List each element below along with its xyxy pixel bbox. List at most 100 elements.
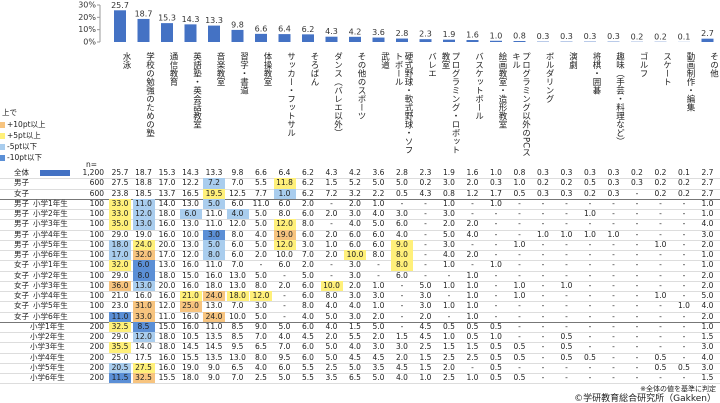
table-cell: 19.0 bbox=[273, 229, 296, 240]
value-label: 6.6 bbox=[255, 24, 268, 33]
table-cell: 20.0 bbox=[158, 239, 176, 249]
table-cell: - bbox=[612, 291, 615, 300]
table-cell: 11.0 bbox=[205, 260, 223, 270]
table-cell: 29.0 bbox=[111, 270, 129, 280]
value-label: 1.0 bbox=[490, 31, 503, 40]
table-cell: - bbox=[494, 291, 498, 300]
row-group: 小学2年生 bbox=[30, 332, 65, 341]
table-cell: 12.0 bbox=[182, 250, 199, 259]
table-cell: 7.0 bbox=[231, 301, 244, 311]
table-cell: 16.0 bbox=[182, 260, 199, 270]
table-cell: - bbox=[565, 311, 568, 321]
row-n: 100 bbox=[89, 209, 104, 218]
table-cell: - bbox=[494, 219, 498, 229]
table-cell: 8.0 bbox=[325, 291, 338, 300]
table-cell: 6.6 bbox=[255, 168, 267, 177]
table-cell: 1.5 bbox=[325, 178, 338, 188]
table-cell: 7.0 bbox=[278, 342, 291, 352]
table-cell: - bbox=[659, 342, 662, 352]
table-cell: 19.0 bbox=[182, 362, 199, 372]
table-cell: - bbox=[612, 362, 615, 372]
table-cell: 16.0 bbox=[182, 321, 199, 331]
table-cell: 2.0 bbox=[278, 280, 291, 290]
table-cell: - bbox=[259, 260, 263, 270]
table-cell: 8.5 bbox=[231, 321, 244, 331]
table-cell: - bbox=[612, 352, 615, 362]
table-cell: 1.0 bbox=[513, 291, 526, 300]
table-cell: 17.0 bbox=[158, 178, 176, 188]
table-cell: 7.0 bbox=[302, 250, 314, 259]
column-header: 通信教育 bbox=[168, 52, 178, 86]
table-cell: 8.0 bbox=[302, 219, 314, 229]
table-cell: 16.0 bbox=[158, 362, 176, 372]
y-tick-label: 10% bbox=[78, 25, 96, 34]
row-n: 100 bbox=[89, 260, 104, 270]
table-cell: 29.0 bbox=[111, 229, 129, 239]
column-header: その他 bbox=[708, 52, 719, 78]
table-cell: - bbox=[635, 250, 639, 259]
row-group: 男子 bbox=[14, 209, 29, 218]
table-cell: 3.0 bbox=[419, 291, 432, 300]
table-cell: - bbox=[518, 311, 521, 321]
row-line bbox=[0, 311, 720, 313]
table-cell: 16.0 bbox=[182, 280, 199, 290]
table-cell: - bbox=[471, 198, 474, 208]
table-cell: - bbox=[400, 301, 404, 311]
table-cell: 3.0 bbox=[349, 291, 361, 300]
table-cell: - bbox=[471, 239, 474, 249]
table-cell: - bbox=[541, 362, 545, 372]
table-cell: 8.0 bbox=[302, 301, 314, 311]
table-cell: 2.0 bbox=[396, 352, 408, 362]
table-cell: 0.3 bbox=[490, 178, 502, 188]
table-cell: 27.5 bbox=[111, 178, 129, 188]
table-cell: 3.0 bbox=[396, 342, 408, 352]
table-cell: 31.0 bbox=[132, 301, 155, 312]
table-cell: 1.0 bbox=[701, 209, 714, 218]
row-line bbox=[0, 383, 720, 385]
table-cell: 1.0 bbox=[372, 301, 385, 311]
table-cell: - bbox=[682, 342, 686, 352]
table-cell: 15.0 bbox=[182, 270, 199, 280]
column-header: 音楽教室 bbox=[215, 52, 225, 86]
row-n: 100 bbox=[89, 291, 104, 300]
column-header: 絵画教室・造形教室 bbox=[497, 52, 507, 129]
legend-label: +10pt以上 bbox=[7, 120, 46, 129]
table-cell: 17.5 bbox=[135, 352, 152, 362]
table-cell: 16.0 bbox=[158, 219, 176, 229]
table-cell: 6.0 bbox=[231, 250, 244, 259]
bar bbox=[349, 36, 361, 42]
table-cell: 0.3 bbox=[560, 168, 573, 177]
value-label: 3.6 bbox=[372, 28, 385, 37]
table-cell: 4.0 bbox=[701, 219, 714, 229]
table-cell: 5.0 bbox=[325, 352, 338, 362]
table-cell: 9.0 bbox=[391, 239, 413, 250]
table-cell: 6.0 bbox=[372, 229, 385, 239]
table-cell: - bbox=[635, 280, 639, 290]
table-cell: - bbox=[588, 373, 592, 382]
table-cell: 2.5 bbox=[255, 373, 267, 382]
table-cell: 3.0 bbox=[701, 342, 714, 352]
row-n: 100 bbox=[89, 270, 104, 280]
table-cell: 13.0 bbox=[132, 280, 155, 291]
table-cell: 9.5 bbox=[278, 352, 291, 362]
table-cell: 6.2 bbox=[302, 178, 314, 188]
table-cell: 5.0 bbox=[701, 291, 714, 300]
table-cell: 0.5 bbox=[466, 321, 479, 331]
table-cell: - bbox=[635, 332, 639, 341]
bar bbox=[161, 23, 173, 42]
table-cell: 18.0 bbox=[158, 270, 176, 280]
row-group: 男子 bbox=[14, 229, 29, 239]
table-cell: 0.8 bbox=[513, 168, 526, 177]
table-cell: 5.0 bbox=[255, 311, 267, 321]
table-cell: 12.0 bbox=[273, 239, 296, 250]
table-cell: - bbox=[565, 239, 568, 249]
table-cell: 15.3 bbox=[158, 168, 176, 177]
table-cell: 3.0 bbox=[372, 342, 385, 352]
table-cell: 9.0 bbox=[255, 321, 267, 331]
table-cell: 32.0 bbox=[109, 260, 131, 271]
table-cell: 11.0 bbox=[132, 198, 155, 209]
table-cell: - bbox=[400, 321, 404, 331]
table-cell: - bbox=[659, 209, 662, 218]
legend-swatch bbox=[0, 122, 5, 128]
table-cell: 1.0 bbox=[701, 260, 714, 270]
